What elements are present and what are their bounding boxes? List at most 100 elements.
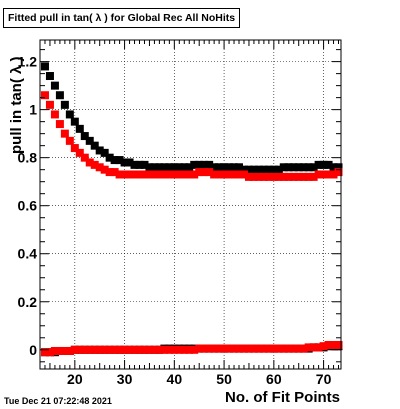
data-point: [264, 344, 273, 353]
data-point: [45, 100, 54, 109]
data-point: [110, 168, 119, 177]
data-point: [299, 163, 308, 172]
data-point: [200, 160, 209, 169]
data-point: [309, 172, 318, 181]
data-point: [40, 348, 49, 357]
data-point: [70, 117, 79, 126]
data-point: [314, 160, 323, 169]
data-point: [100, 148, 109, 157]
data-point: [274, 165, 283, 174]
data-point: [284, 344, 293, 353]
data-point: [200, 168, 209, 177]
timestamp: Tue Dec 21 07:22:48 2021: [4, 396, 112, 406]
data-point: [259, 344, 268, 353]
data-point: [90, 141, 99, 150]
data-point: [279, 344, 288, 353]
data-point: [210, 170, 219, 179]
data-point: [329, 170, 338, 179]
data-markers: [40, 62, 343, 357]
data-point: [100, 345, 109, 354]
data-point: [289, 163, 298, 172]
data-point: [334, 340, 343, 349]
data-point: [135, 160, 144, 169]
data-point: [254, 172, 263, 181]
data-point: [279, 172, 288, 181]
data-point: [110, 345, 119, 354]
x-tick-label: 60: [266, 371, 282, 387]
data-point: [269, 344, 278, 353]
data-point: [185, 163, 194, 172]
data-point: [175, 170, 184, 179]
data-point: [160, 163, 169, 172]
data-point: [95, 146, 104, 155]
data-point: [235, 344, 244, 353]
data-point: [50, 346, 59, 355]
data-point: [115, 170, 124, 179]
data-point: [264, 172, 273, 181]
data-point: [205, 344, 214, 353]
data-point: [304, 172, 313, 181]
data-point: [175, 345, 184, 354]
data-point: [170, 163, 179, 172]
data-point: [155, 170, 164, 179]
grid-lines: [40, 40, 341, 369]
data-point: [190, 160, 199, 169]
data-point: [170, 345, 179, 354]
data-point: [279, 163, 288, 172]
data-point: [185, 170, 194, 179]
data-point: [40, 62, 49, 71]
data-point: [249, 344, 258, 353]
data-point: [130, 160, 139, 169]
data-point: [110, 156, 119, 165]
y-tick-label: 1: [29, 102, 37, 118]
data-point: [135, 170, 144, 179]
data-point: [95, 163, 104, 172]
data-point: [180, 345, 189, 354]
data-point: [319, 160, 328, 169]
data-point: [55, 91, 64, 100]
data-point: [289, 172, 298, 181]
data-point: [334, 168, 343, 177]
data-point: [60, 129, 69, 138]
data-point: [210, 344, 219, 353]
x-tick-label: 50: [216, 371, 232, 387]
data-point: [294, 344, 303, 353]
data-point: [175, 163, 184, 172]
data-point: [259, 165, 268, 174]
data-point: [170, 170, 179, 179]
data-point: [254, 344, 263, 353]
data-point: [324, 160, 333, 169]
data-point: [160, 170, 169, 179]
data-point: [45, 72, 54, 81]
plot-frame: [39, 39, 342, 370]
y-tick-label: 0.4: [18, 246, 38, 262]
data-point: [50, 81, 59, 90]
data-point: [289, 344, 298, 353]
x-tick-label: 40: [167, 371, 183, 387]
y-tick-label: 1.2: [18, 54, 38, 70]
x-tick-label: 30: [117, 371, 133, 387]
data-point: [150, 163, 159, 172]
data-point: [334, 163, 343, 172]
data-point: [244, 172, 253, 181]
data-point: [165, 345, 174, 354]
axes: 20 30 40 50 60 70 0 0.2 0.4 0.6 0.8 1 1.2: [18, 39, 342, 387]
data-point: [65, 136, 74, 145]
data-point: [249, 172, 258, 181]
data-point: [165, 163, 174, 172]
data-point: [284, 163, 293, 172]
data-point: [239, 344, 248, 353]
data-point: [105, 153, 114, 162]
data-point: [230, 344, 239, 353]
data-point: [215, 163, 224, 172]
data-point: [309, 163, 318, 172]
data-point: [244, 165, 253, 174]
data-point: [65, 110, 74, 119]
data-point: [70, 345, 79, 354]
data-point: [205, 168, 214, 177]
data-point: [319, 170, 328, 179]
chart-title: Fitted pull in tan( λ ) for Global Rec A…: [3, 8, 241, 28]
data-point: [309, 343, 318, 352]
data-point: [85, 136, 94, 145]
data-point: [314, 170, 323, 179]
